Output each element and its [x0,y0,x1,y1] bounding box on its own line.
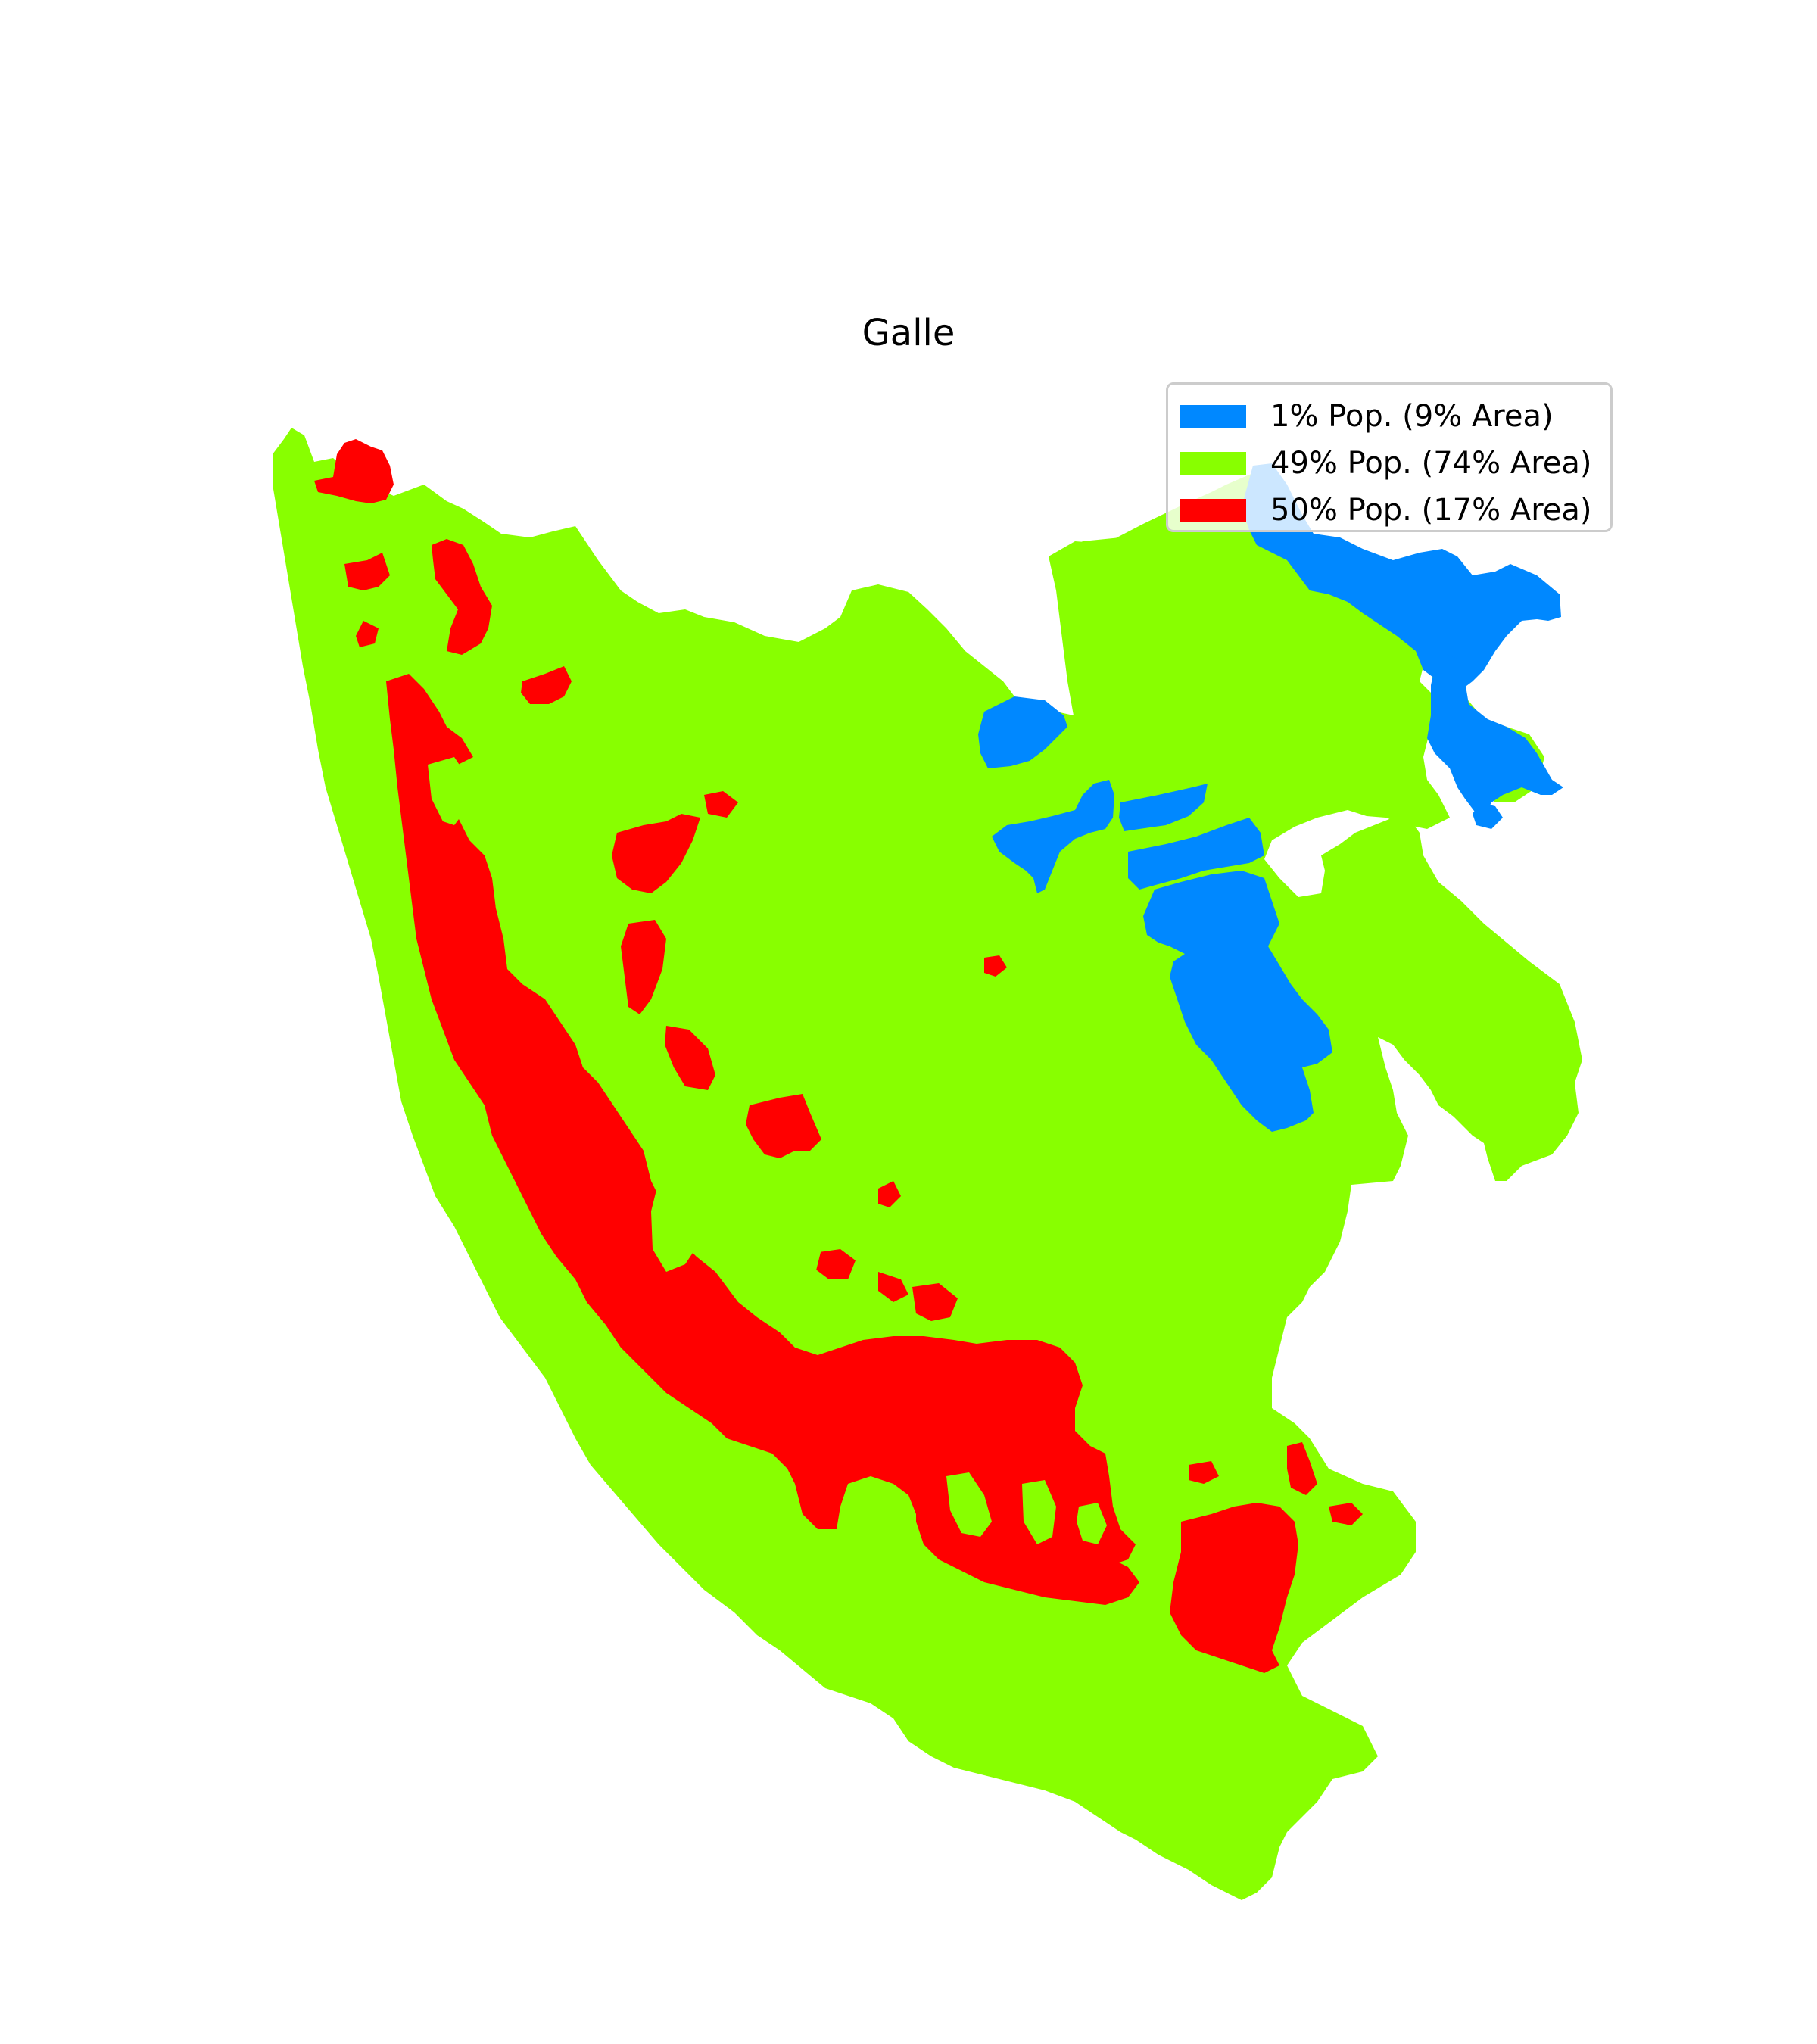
region-high-north-4 [521,666,572,704]
region-high-inland-10 [878,1181,901,1207]
region-high-northwest-tip [314,439,394,503]
region-high-southeast-3 [1329,1503,1363,1525]
region-high-southeast-4 [1189,1461,1219,1484]
region-high-southeast-2 [1287,1442,1317,1495]
region-low-central-2 [1119,784,1208,831]
region-mid-island-8 [1077,1503,1107,1544]
region-low-east-tip [1473,802,1503,829]
region-low-east-strip [1427,651,1563,818]
region-high-north-1 [432,539,492,655]
region-high-north-2 [344,553,390,590]
region-mid-island-7 [1022,1480,1056,1544]
region-high-inland-7 [814,1249,856,1279]
region-high-inland-1 [612,814,700,893]
region-high-inland-4 [665,1026,715,1090]
region-high-inland-9 [912,1283,958,1321]
region-high-north-3 [356,621,379,647]
region-high-inland-6 [984,955,1007,977]
legend-item-low: 1% Pop. (9% Area) [1168,399,1554,434]
legend-item-mid: 49% Pop. (74% Area) [1168,446,1592,481]
region-high-south [916,1476,1139,1605]
map-title: Galle [862,312,955,354]
legend-label-mid: 49% Pop. (74% Area) [1270,446,1592,481]
region-high-inland-8 [878,1272,908,1302]
region-high-coastal-belt [386,674,1136,1567]
legend-label-high: 50% Pop. (17% Area) [1270,493,1592,528]
legend-swatch-high [1180,498,1246,522]
legend-label-low: 1% Pop. (9% Area) [1270,399,1554,434]
region-high-inland-2 [704,791,738,818]
region-mid-northeast [1052,485,1544,802]
legend-swatch-low [1180,404,1246,428]
region-high-southeast-1 [1170,1503,1298,1673]
region-mid-island-4 [651,1177,704,1272]
region-mid-island-3 [575,1018,636,1083]
region-low-central-1 [992,780,1114,893]
region-high-inland-3 [621,920,666,1014]
region-mid-island-5 [757,1204,821,1287]
region-low-lake-east [1143,871,1332,1132]
region-low-west-lake [978,696,1067,768]
region-mid-island-6 [946,1472,992,1537]
region-high-inland-5 [746,1094,821,1158]
legend-item-high: 50% Pop. (17% Area) [1168,493,1592,528]
region-low-central-3 [1128,818,1264,890]
region-low-northeast [1242,463,1561,693]
map-legend: 1% Pop. (9% Area) 49% Pop. (74% Area) 50… [1166,382,1613,532]
region-mid-island-2 [492,867,553,939]
legend-swatch-mid [1180,451,1246,475]
region-mid-island-1 [428,757,469,825]
